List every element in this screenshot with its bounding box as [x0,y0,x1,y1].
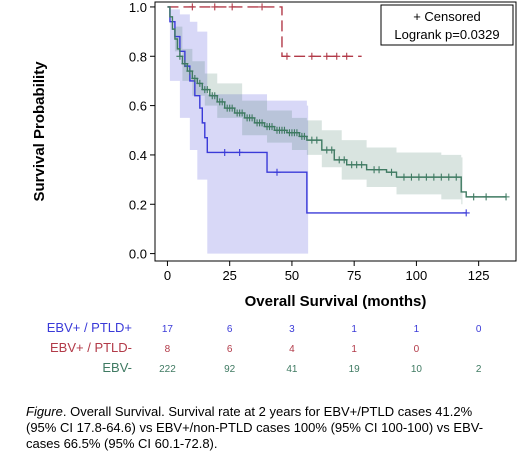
risk-count: 41 [286,364,298,375]
y-tick-label: 0.6 [129,99,147,114]
legend: + Censored Logrank p=0.0329 [380,4,514,46]
risk-count: 222 [159,364,176,375]
censor-mark-ebv-ptld [462,209,470,217]
censor-mark-ebv [181,60,189,68]
censor-mark-ebv [407,173,415,181]
risk-count: 0 [476,324,482,335]
censor-mark-ebv [186,67,194,75]
censor-mark-ebv [482,193,490,201]
censor-mark-ebv [218,98,226,106]
censor-mark-ebv-ptld [343,52,351,60]
curve-ebv-ptld [167,6,362,57]
confidence-bands [167,6,463,254]
censor-mark-ebv [228,104,236,112]
censor-mark-ebv [268,123,276,131]
x-axis-label: Overall Survival (months) [245,293,427,310]
y-tick-label: 0.4 [129,148,147,163]
censor-mark-ebv [238,109,246,117]
risk-row-label: EBV- [102,360,132,375]
censor-mark-ebv [388,168,396,176]
plot-frame [154,1,517,262]
censor-mark-ebv [400,173,408,181]
censor-mark-ebv-ptld [323,52,331,60]
risk-count: 4 [289,344,295,355]
y-tick-label: 0.2 [129,197,147,212]
risk-count: 8 [165,344,171,355]
censor-mark-ebv-ptld [211,3,219,11]
risk-count: 2 [476,364,482,375]
censor-mark-ebv [340,156,348,164]
y-tick-label: 1.0 [129,0,147,15]
censor-mark-ebv [196,79,204,87]
curve-ebv-ptld [167,6,467,214]
risk-count: 10 [411,364,423,375]
censor-mark-ebv [430,173,438,181]
legend-logrank: Logrank p=0.0329 [394,27,499,42]
censor-mark-ebv [300,132,308,140]
censor-mark-ebv-ptld [333,52,341,60]
censor-marks [176,3,510,217]
censor-mark-ebv-ptld [273,168,281,176]
censor-mark-ebv [502,193,510,201]
caption-lead: Figure [26,404,63,419]
censor-mark-ebv-ptld [236,148,244,156]
censor-mark-ebv [280,126,288,134]
x-tick-label: 25 [222,268,236,283]
risk-count: 6 [227,344,233,355]
censor-mark-ebv [211,92,219,100]
y-tick-label: 0.0 [129,247,147,262]
censor-mark-ebv [415,173,423,181]
censor-mark-ebv-ptld [228,3,236,11]
censor-mark-ebv [313,136,321,144]
censor-mark-ebv [293,129,301,137]
risk-row-label: EBV+ / PTLD- [50,340,132,355]
risk-count: 1 [414,324,420,335]
censor-mark-ebv [437,173,445,181]
x-tick-label: 125 [468,268,490,283]
x-tick-label: 100 [406,268,428,283]
censor-mark-ebv [445,173,453,181]
risk-count: 19 [349,364,361,375]
legend-censored: + Censored [413,9,481,24]
figure-caption: Figure. Overall Survival. Survival rate … [26,404,506,452]
risk-count: 3 [289,324,295,335]
risk-count: 17 [162,324,174,335]
censor-mark-ebv [258,119,266,127]
x-tick-label: 75 [347,268,361,283]
risk-count: 6 [227,324,233,335]
ci-band-ebv-ptld [167,6,309,254]
risk-row-label: EBV+ / PTLD+ [47,320,132,335]
risk-count: 1 [351,344,357,355]
risk-count: 1 [351,324,357,335]
censor-mark-ebv-ptld [258,3,266,11]
censor-mark-ebv-ptld [221,148,229,156]
risk-count: 92 [224,364,236,375]
censor-mark-ebv [191,74,199,82]
ci-band-ebv [167,6,463,205]
y-tick-label: 0.8 [129,49,147,64]
censor-mark-ebv [176,52,184,60]
censor-mark-ebv [422,173,430,181]
censor-mark-ebv [328,146,336,154]
risk-count: 0 [414,344,420,355]
axes: 0 25 50 75 100 125 0.0 0.2 0.4 0.6 0.8 1.0 Overall S… [31,0,517,310]
censor-mark-ebv-ptld [308,52,316,60]
censor-mark-ebv [452,173,460,181]
y-axis-label: Survival Probability [31,61,48,202]
legend-box [380,4,514,46]
censor-mark-ebv [248,114,256,122]
censor-mark-ebv [358,161,366,169]
x-tick-label: 50 [285,268,299,283]
x-tick-label: 0 [164,268,171,283]
caption-text: . Overall Survival. Survival rate at 2 y… [26,404,484,451]
censor-mark-ebv-ptld [283,52,291,60]
censor-mark-ebv-ptld [188,3,196,11]
censor-mark-ebv [203,86,211,94]
censor-mark-ebv [470,193,478,201]
censor-mark-ebv [375,166,383,174]
